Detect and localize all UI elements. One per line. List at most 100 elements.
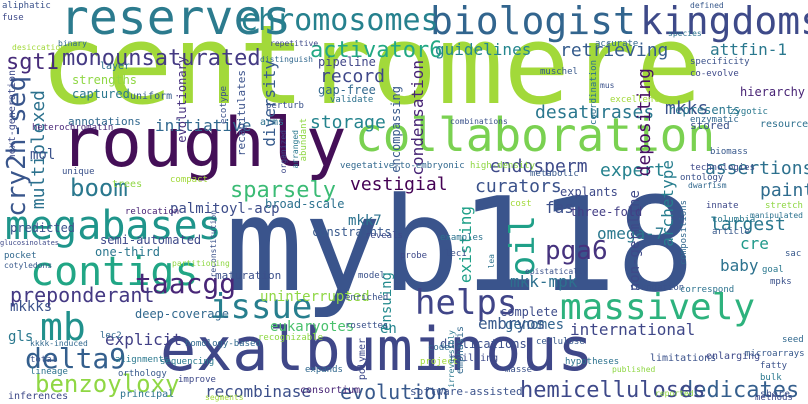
word-preponderant: preponderant <box>10 283 155 307</box>
word-manipulated: manipulated <box>750 211 803 220</box>
word-co-evolve: co-evolve <box>690 69 739 79</box>
word-mkks: mkks <box>665 98 709 119</box>
word-endosperm: endosperm <box>490 156 588 177</box>
word-broad-scale: broad-scale <box>265 197 345 211</box>
word-desiccation: desiccation <box>12 43 65 52</box>
word-centromere: centromere <box>40 1 703 129</box>
word-microarrays: microarrays <box>745 349 805 359</box>
word-reveals: reveals <box>365 231 403 241</box>
word-unique: unique <box>62 167 95 177</box>
word-duplications: duplications <box>440 337 527 351</box>
word-desaturases: desaturases <box>535 102 655 123</box>
word-captured: captured <box>72 87 130 101</box>
word-enlarging: enlarging <box>706 351 761 362</box>
word-mkkks: mkkks <box>10 299 53 315</box>
word-biologist: biologist <box>430 0 636 43</box>
word-cre: cre <box>740 234 769 253</box>
word-reserves: reserves <box>60 0 292 46</box>
word-lec2: lec2 <box>100 331 122 341</box>
word-collaboration: collaboration <box>355 108 716 162</box>
word-sgt1: sgt1 <box>6 50 59 75</box>
word-depositing: depositing <box>634 68 655 177</box>
word-combinations: combinations <box>450 117 508 126</box>
word-semi-automated: semi-automated <box>100 233 202 247</box>
word-omega-7: omega-7 <box>597 224 665 243</box>
word-vegetative-to-embryonic: vegetative-to-embryonic <box>340 161 465 171</box>
word-monounsaturated: monounsaturated <box>62 46 261 71</box>
word-recombinase: recombinase <box>205 382 311 401</box>
word-consortium: consortium <box>300 385 361 396</box>
word-perturb: perturb <box>266 101 304 111</box>
word-zygotic: zygotic <box>730 107 768 117</box>
word-compact: compact <box>170 175 208 185</box>
word-assertions: assertions <box>705 158 808 179</box>
word-biomass: biomass <box>710 147 748 157</box>
word-lineage: lineage <box>30 367 68 377</box>
word-principal: principal <box>120 389 175 400</box>
word-chromosomes: chromosomes <box>240 3 439 38</box>
word-reported: reported <box>655 389 694 398</box>
word-foundation: foundation <box>630 283 685 293</box>
word-record: record <box>320 66 386 87</box>
word-model: model <box>358 271 386 281</box>
word-paint: paint <box>760 180 808 201</box>
word-deep-coverage: deep-coverage <box>135 307 229 321</box>
word-recognizable: recognizable <box>258 333 324 343</box>
word-distinguish: distinguish <box>260 55 313 64</box>
word-curators: curators <box>475 176 562 197</box>
word-correspond: correspond <box>680 285 735 295</box>
word-palmitoyl-acp: palmitoyl-acp <box>170 201 280 217</box>
word-improve: improve <box>178 375 216 385</box>
word-guidelines: guidelines <box>435 40 532 59</box>
word-excellent: excellent <box>610 95 659 105</box>
word-pocket: pocket <box>4 251 37 261</box>
word-metabolic: metabolic <box>530 169 579 179</box>
word-organized: organized <box>279 130 288 174</box>
word-retrieving: retrieving <box>560 40 669 61</box>
word-hemicelluloses: hemicelluloses <box>520 378 706 403</box>
word-roughly: roughly <box>60 104 347 183</box>
word-ontology: ontology <box>680 173 724 183</box>
word-explants: explants <box>560 185 618 199</box>
word-evolution: evolution <box>340 380 449 404</box>
word-eukaryotes: eukaryotes <box>270 319 355 335</box>
word-technologies: technologies <box>690 163 756 173</box>
word-kingdoms: kingdoms <box>640 0 808 43</box>
word-fuse: fuse <box>2 13 24 23</box>
word-resource: resource <box>760 119 808 130</box>
word-expert: expert <box>600 160 666 181</box>
word-gls: gls <box>8 329 34 345</box>
word-en: en <box>380 321 397 337</box>
word-repetitive: repetitive <box>270 39 319 48</box>
word-gap-free: gap-free <box>318 83 376 97</box>
word-methods: methods <box>755 393 793 403</box>
word-glucosinolates: glucosinolates <box>0 239 60 247</box>
word-orthology: orthology <box>118 369 167 379</box>
word-genomes: genomes <box>505 317 565 333</box>
word-validate: validate <box>330 95 374 105</box>
word-initiative: initiative <box>155 116 252 135</box>
word-strengths: strengths <box>72 73 138 87</box>
word-seed: seed <box>782 335 804 345</box>
word-binary: binary <box>58 39 87 48</box>
word-fatty: fatty <box>760 361 788 371</box>
word-relocation: relocation <box>125 207 180 217</box>
word-irreversibly: irreversibly <box>447 330 456 388</box>
word-kkkk-induced: kkkk-induced <box>30 339 88 348</box>
word-compositions: compositions <box>679 200 689 266</box>
word-evolutionary: evolutionary <box>175 56 189 143</box>
word-contigs: contigs <box>30 249 199 295</box>
word-mkk7: mkk7 <box>348 213 382 229</box>
word-defined: defined <box>690 1 724 10</box>
word-one-third: one-third <box>95 245 161 259</box>
word-constraints: constraints <box>312 225 392 239</box>
word-megabases: megabases <box>5 203 222 249</box>
word-expands: expands <box>305 365 343 375</box>
word-building: building <box>450 353 499 364</box>
word-species: species <box>668 29 702 38</box>
word-myb118: myb118 <box>225 169 695 321</box>
word-mkk-mpk: mkk-mpk <box>510 272 578 291</box>
word-storage: storage <box>310 112 386 133</box>
word-software-assisted: software-assisted <box>410 385 523 398</box>
